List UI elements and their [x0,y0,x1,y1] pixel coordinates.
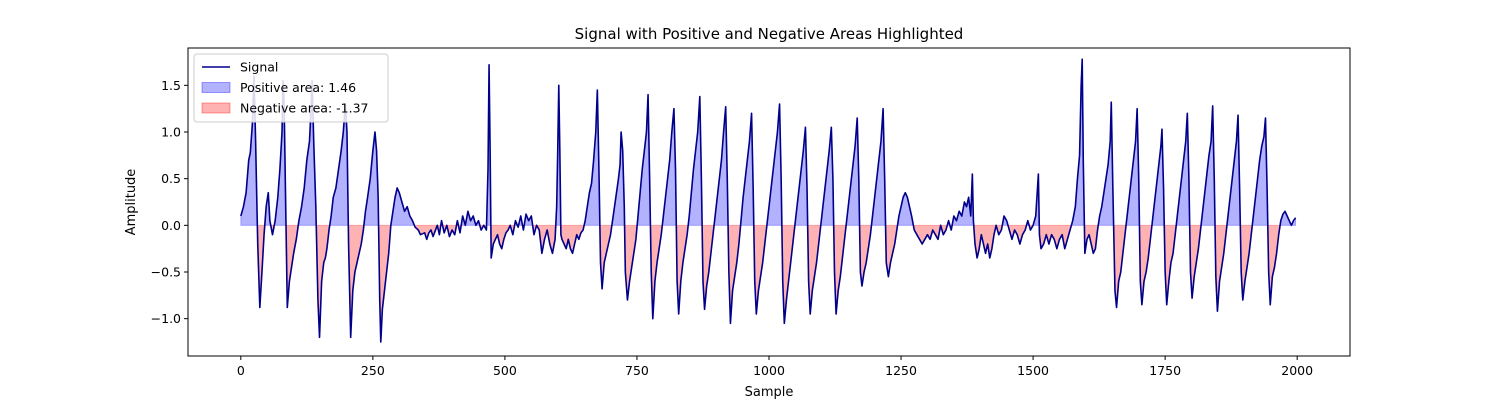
y-tick-label: 1.5 [161,78,181,93]
x-tick-label: 1250 [885,363,917,378]
legend-label: Signal [240,60,278,75]
legend: Signal Positive area: 1.46 Negative area: … [193,53,389,123]
y-tick-label: −0.5 [151,265,181,280]
legend-area-swatch [201,102,231,114]
signal-line [240,58,1297,343]
legend-label: Positive area: 1.46 [240,80,356,95]
legend-box [193,53,389,123]
y-tick-label: −1.0 [151,311,181,326]
x-tick-label: 750 [625,363,649,378]
x-tick-label: 0 [237,363,245,378]
y-tick-label: 0.0 [161,218,181,233]
x-axis-title: Sample [745,385,794,400]
signal-layer [240,58,1297,343]
x-tick-label: 2000 [1281,363,1313,378]
y-axis-ticks: −1.0 −0.5 0.0 0.5 1.0 1.5 [151,78,188,326]
chart-title: Signal with Positive and Negative Areas … [575,25,964,43]
x-tick-label: 250 [361,363,385,378]
x-tick-label: 1500 [1017,363,1049,378]
x-tick-label: 1750 [1149,363,1181,378]
x-axis-ticks: 0 250 500 750 1000 1250 1500 1750 2000 [237,356,1313,378]
x-tick-label: 1000 [753,363,785,378]
x-tick-label: 500 [493,363,517,378]
y-axis-title: Amplitude [124,169,139,236]
y-tick-label: 0.5 [161,171,181,186]
y-tick-label: 1.0 [161,125,181,140]
legend-label: Negative area: -1.37 [240,101,368,116]
legend-area-swatch [201,82,231,93]
